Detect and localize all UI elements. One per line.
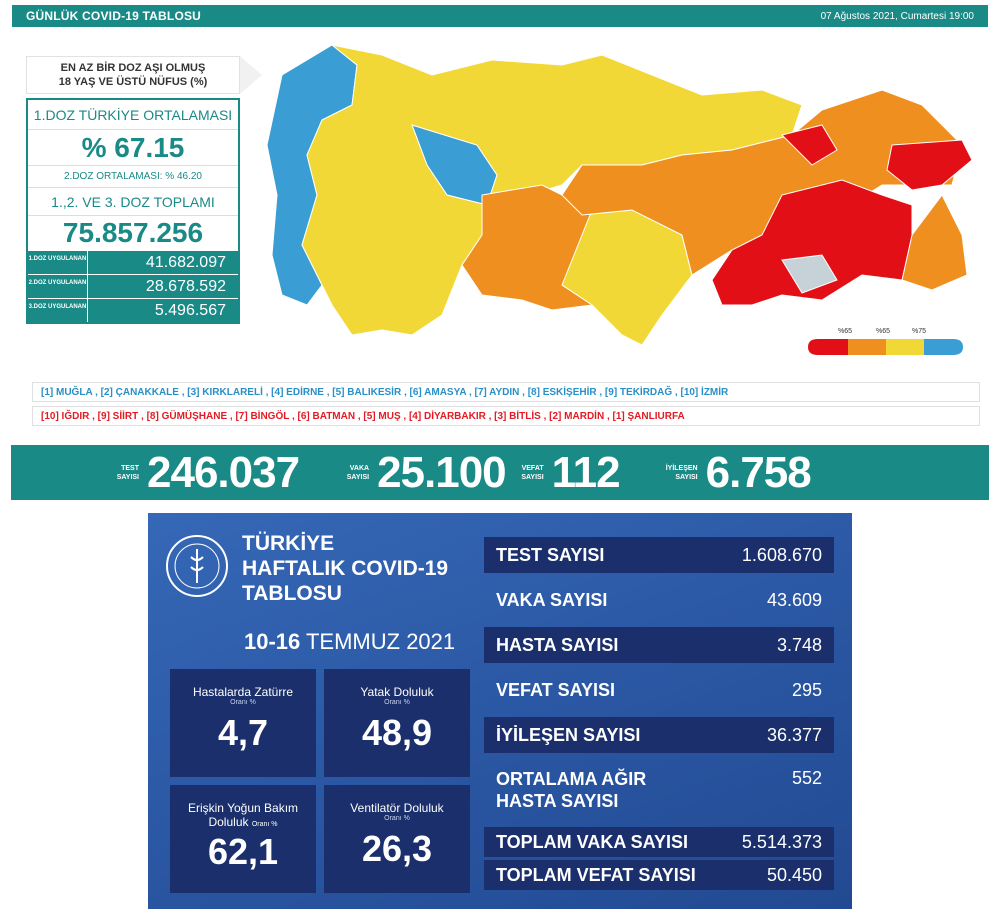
dose-row: 2.DOZ UYGULANAN 28.678.592 bbox=[28, 274, 238, 298]
weekly-row: VEFAT SAYISI 295 bbox=[496, 679, 822, 700]
vaccine-stats-box: 1.DOZ TÜRKİYE ORTALAMASI % 67.15 2.DOZ O… bbox=[26, 98, 240, 324]
recovered-label: İYİLEŞEN SAYISI bbox=[665, 464, 698, 481]
map-region-red-ne bbox=[781, 124, 838, 166]
case-stat: VAKA SAYISI 25.100 bbox=[345, 447, 507, 498]
total-dose-label: 1.,2. VE 3. DOZ TOPLAMI bbox=[28, 188, 238, 216]
legend-swatch-orange bbox=[848, 339, 886, 355]
case-label: VAKA SAYISI bbox=[346, 464, 370, 481]
weekly-title: TÜRKİYE HAFTALIK COVID-19 TABLOSU bbox=[242, 532, 449, 605]
weekly-row: ORTALAMA AĞIR HASTA SAYISI 552 bbox=[496, 768, 822, 811]
weekly-date: 10-16 TEMMUZ 2021 bbox=[244, 629, 456, 654]
test-label: TEST SAYISI bbox=[116, 464, 139, 481]
bottom10-list: [10] IĞDIR , [9] SİİRT , [8] GÜMÜŞHANE ,… bbox=[32, 406, 980, 426]
icu-occupancy-card: Erişkin Yoğun Bakım Doluluk Oranı % 62,1 bbox=[170, 785, 316, 893]
dose2-avg: 2.DOZ ORTALAMASI: % 46.20 bbox=[28, 166, 238, 188]
test-value: 246.037 bbox=[147, 447, 300, 497]
death-label: VEFAT SAYISI bbox=[521, 464, 544, 481]
case-value: 25.100 bbox=[377, 447, 507, 497]
map-legend: %65 %65 %75 bbox=[808, 328, 963, 355]
legend-swatch-yellow bbox=[886, 339, 924, 355]
weekly-row: TOPLAM VAKA SAYISI 5.514.373 bbox=[484, 827, 834, 857]
legend-label-65: %65 bbox=[838, 328, 852, 335]
map-region-red-east bbox=[886, 139, 973, 191]
death-value: 112 bbox=[551, 447, 621, 497]
bed-occupancy-card: Yatak Doluluk Oranı % 48,9 bbox=[324, 669, 470, 777]
weekly-rows: TEST SAYISI 1.608.670 VAKA SAYISI 43.609 H… bbox=[484, 537, 834, 899]
top10-list: [1] MUĞLA , [2] ÇANAKKALE , [3] KIRKLARE… bbox=[32, 382, 980, 402]
ventilator-card: Ventilatör Doluluk Oranı % 26,3 bbox=[324, 785, 470, 893]
legend-label-65b: %65 bbox=[876, 328, 890, 335]
map-region-red-se bbox=[711, 179, 913, 306]
legend-label-75: %75 bbox=[912, 328, 926, 335]
death-stat: VEFAT SAYISI 112 bbox=[514, 448, 620, 498]
test-stat: TEST SAYISI 246.037 bbox=[111, 447, 300, 498]
dose1-avg-value: % 67.15 bbox=[28, 130, 238, 166]
dose-row: 1.DOZ UYGULANAN 41.682.097 bbox=[28, 250, 238, 274]
weekly-row: TOPLAM VEFAT SAYISI 50.450 bbox=[484, 860, 834, 890]
page-title: GÜNLÜK COVID-19 TABLOSU bbox=[26, 9, 202, 23]
map-region-orange-east bbox=[561, 89, 963, 276]
vaccine-headline: EN AZ BİR DOZ AŞI OLMUŞ 18 YAŞ VE ÜSTÜ N… bbox=[26, 56, 240, 94]
weekly-row: HASTA SAYISI 3.748 bbox=[484, 627, 834, 663]
legend-swatch-blue bbox=[924, 339, 963, 355]
recovered-value: 6.758 bbox=[705, 447, 812, 497]
map-region-red-south bbox=[781, 254, 838, 294]
map-region-yellow bbox=[301, 44, 803, 336]
weekly-table: TÜRKİYE HAFTALIK COVID-19 TABLOSU 10-16 … bbox=[148, 513, 852, 909]
arrow-shape bbox=[240, 56, 262, 94]
ministry-logo-icon bbox=[166, 535, 228, 597]
header-bar: GÜNLÜK COVID-19 TABLOSU 07 Ağustos 2021,… bbox=[12, 5, 988, 27]
legend-swatch-red bbox=[808, 339, 848, 355]
weekly-row: TEST SAYISI 1.608.670 bbox=[484, 537, 834, 573]
map-region-orange-center bbox=[461, 184, 594, 311]
header-date: 07 Ağustos 2021, Cumartesi 19:00 bbox=[820, 10, 974, 22]
weekly-row: İYİLEŞEN SAYISI 36.377 bbox=[484, 717, 834, 753]
dose-row: 3.DOZ UYGULANAN 5.496.567 bbox=[28, 298, 238, 322]
weekly-row: VAKA SAYISI 43.609 bbox=[496, 589, 822, 610]
pneumonia-card: Hastalarda Zatürre Oranı % 4,7 bbox=[170, 669, 316, 777]
dose1-avg-label: 1.DOZ TÜRKİYE ORTALAMASI bbox=[28, 100, 238, 130]
daily-stats-bar: TEST SAYISI 246.037 VAKA SAYISI 25.100 V… bbox=[11, 445, 989, 500]
vaccine-panel: EN AZ BİR DOZ AŞI OLMUŞ 18 YAŞ VE ÜSTÜ N… bbox=[26, 56, 262, 338]
turkey-vaccination-map bbox=[266, 44, 973, 346]
recovered-stat: İYİLEŞEN SAYISI 6.758 bbox=[658, 447, 812, 498]
total-dose-value: 75.857.256 bbox=[62, 217, 204, 248]
